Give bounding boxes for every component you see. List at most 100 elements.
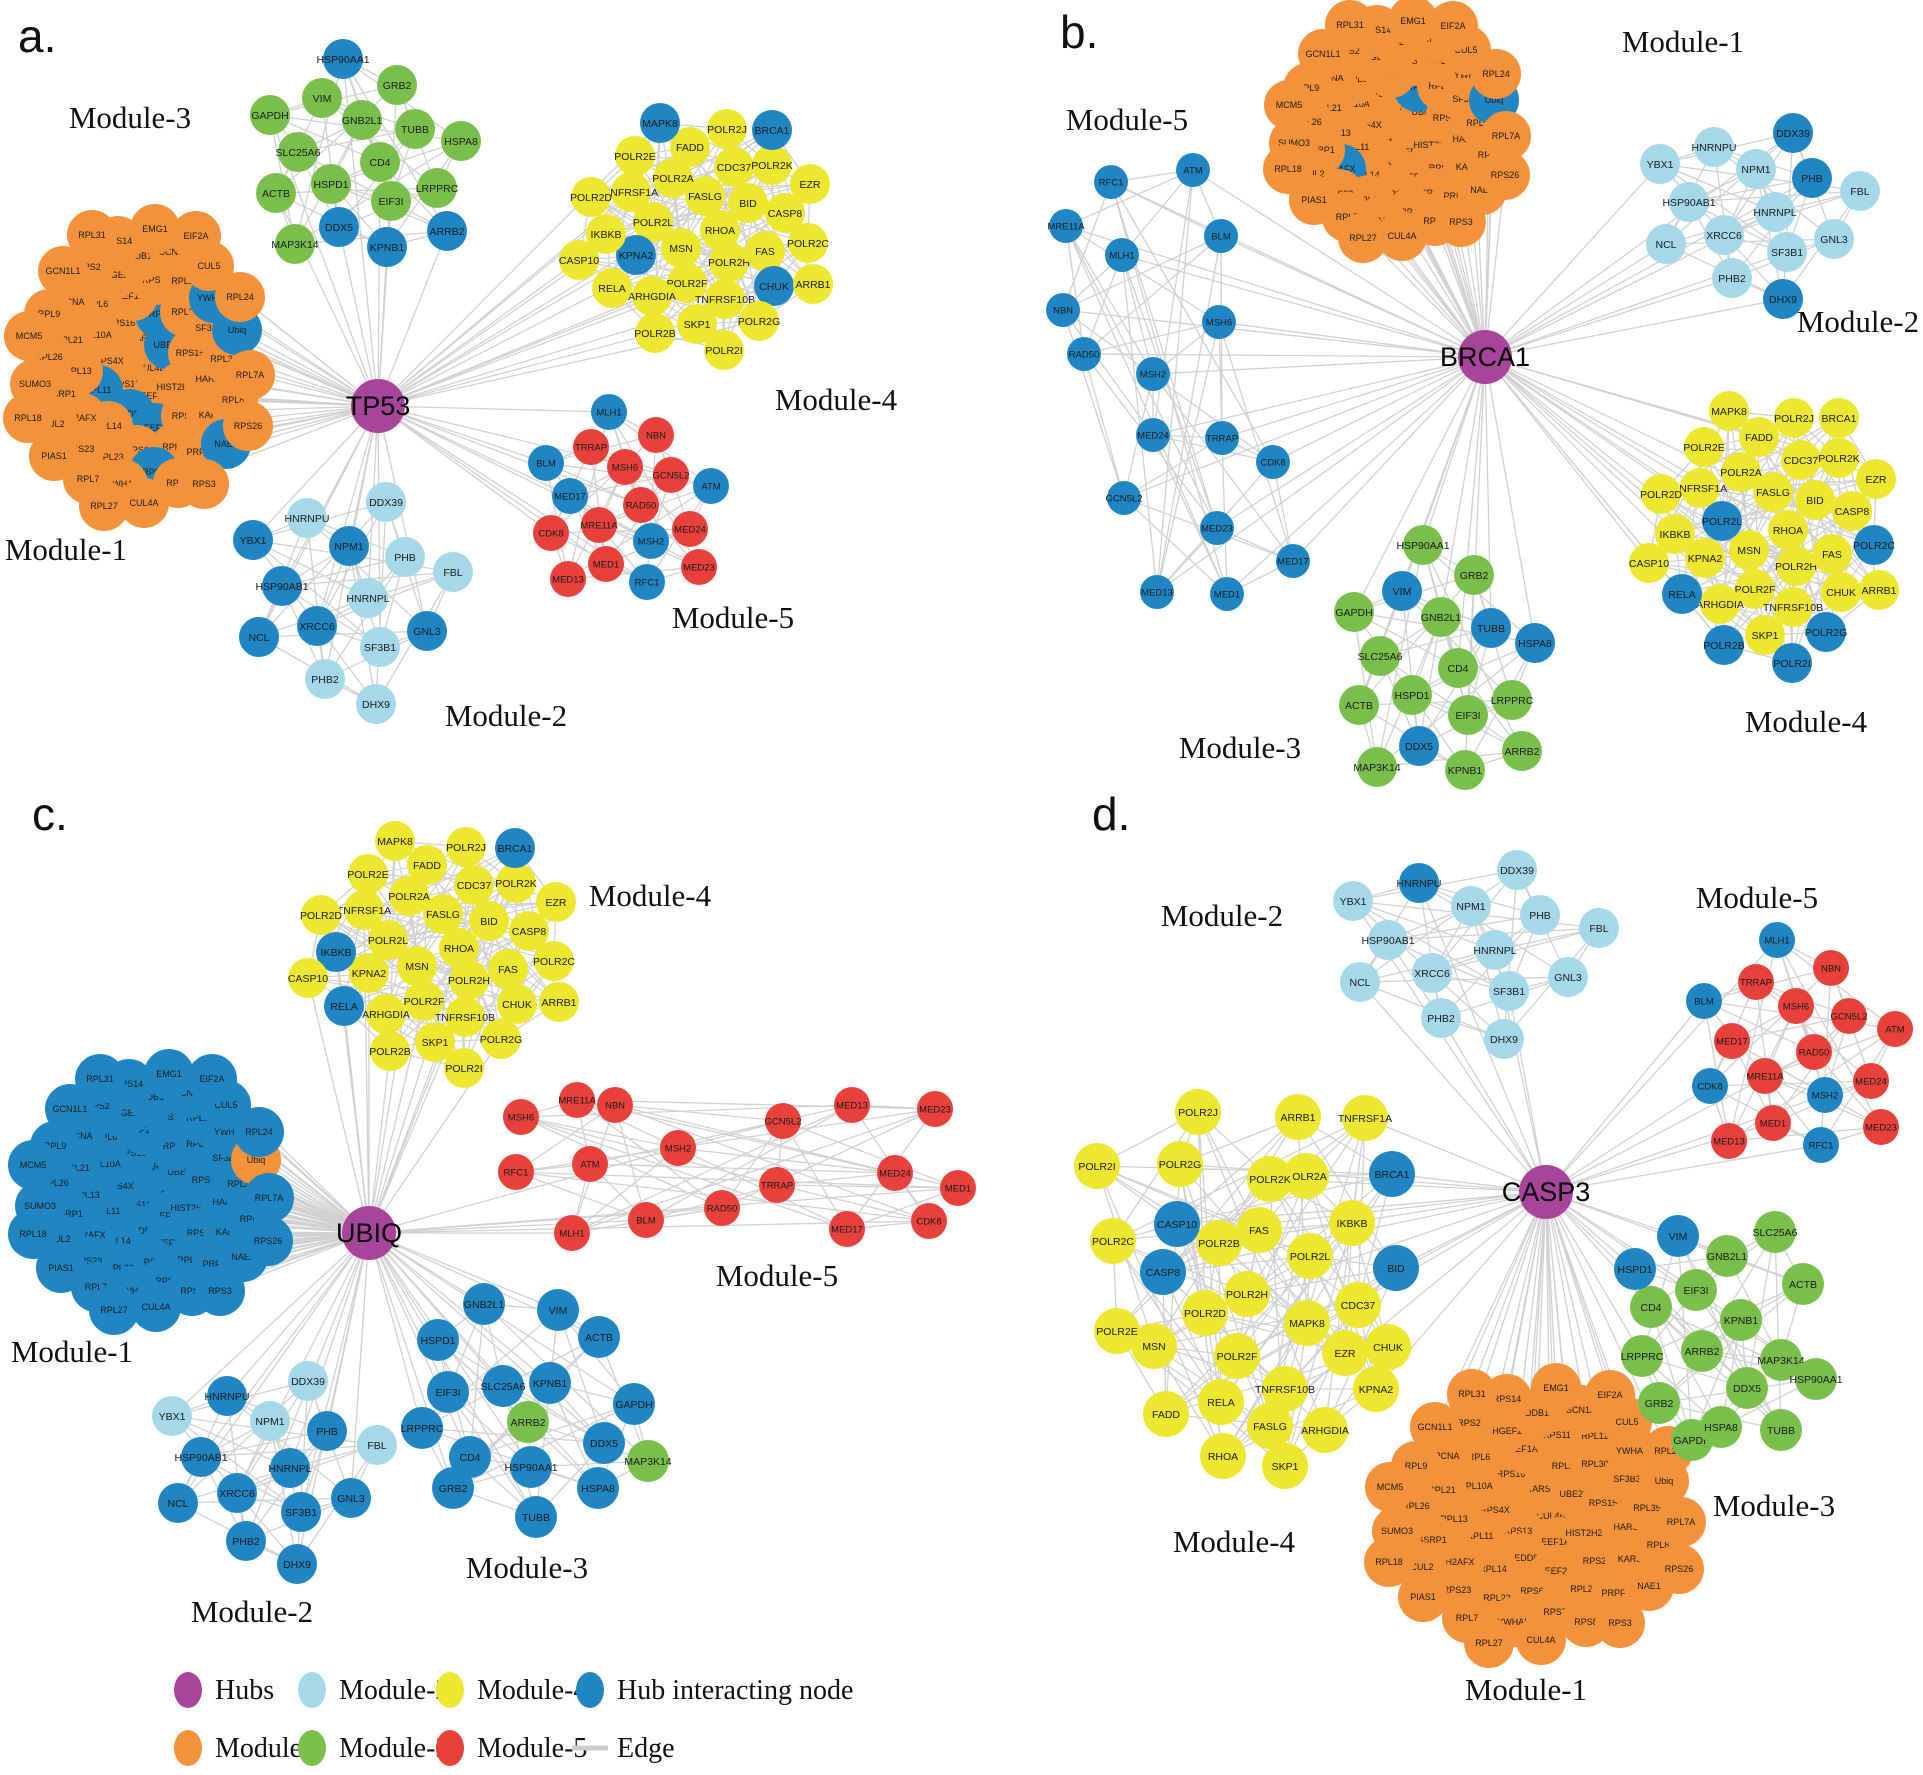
module-node-circle[interactable] bbox=[1481, 111, 1531, 161]
node-CASP10[interactable]: CASP10 bbox=[1154, 1201, 1200, 1247]
hub-interacting-node-circle[interactable] bbox=[1067, 337, 1101, 371]
node-XRCC6[interactable]: XRCC6 bbox=[217, 1473, 257, 1513]
module-node-circle[interactable] bbox=[1365, 1324, 1411, 1370]
module-node-circle[interactable] bbox=[1720, 1299, 1762, 1341]
node-CDK8[interactable]: CDK8 bbox=[533, 515, 569, 551]
node-ARRB2[interactable]: ARRB2 bbox=[427, 211, 467, 251]
module-node-circle[interactable] bbox=[1760, 1339, 1802, 1381]
module-node-circle[interactable] bbox=[288, 958, 328, 998]
node-EMG1[interactable]: EMG1 bbox=[144, 1049, 194, 1099]
module-node-circle[interactable] bbox=[415, 1022, 455, 1062]
hub-interacting-node-circle[interactable] bbox=[482, 1365, 524, 1407]
hub-interacting-node-circle[interactable] bbox=[1399, 726, 1439, 766]
module-node-circle[interactable] bbox=[661, 228, 701, 268]
module-node-circle[interactable] bbox=[441, 121, 481, 161]
node-POLR2G[interactable]: POLR2G bbox=[480, 1019, 523, 1059]
module-node-circle[interactable] bbox=[877, 1155, 913, 1191]
hub-interacting-node-circle[interactable] bbox=[1256, 445, 1290, 479]
node-RPL7A[interactable]: RPL7A bbox=[225, 350, 275, 400]
node-POLR2B[interactable]: POLR2B bbox=[1703, 625, 1745, 665]
node-MED24[interactable]: MED24 bbox=[1853, 1063, 1889, 1099]
node-RPS26[interactable]: RPS26 bbox=[223, 401, 273, 451]
module-node-circle[interactable] bbox=[1585, 1370, 1635, 1420]
module-node-circle[interactable] bbox=[667, 263, 707, 303]
module-node-circle[interactable] bbox=[1831, 998, 1867, 1034]
module-node-circle[interactable] bbox=[130, 204, 180, 254]
module-node-circle[interactable] bbox=[4, 311, 54, 361]
hub-interacting-node-circle[interactable] bbox=[331, 1478, 371, 1518]
hub-circle[interactable] bbox=[351, 379, 405, 433]
hub-interacting-node-circle[interactable] bbox=[234, 1107, 284, 1157]
module-node-circle[interactable] bbox=[1368, 920, 1408, 960]
node-TUBB[interactable]: TUBB bbox=[395, 109, 435, 149]
node-POLR2C[interactable]: POLR2C bbox=[533, 941, 575, 981]
node-NCL[interactable]: NCL bbox=[1646, 224, 1686, 264]
hub-interacting-node-circle[interactable] bbox=[633, 523, 669, 559]
node-POLR2F[interactable]: POLR2F bbox=[404, 981, 445, 1021]
node-RPL18[interactable]: RPL18 bbox=[1263, 144, 1313, 194]
hub-interacting-node-circle[interactable] bbox=[616, 235, 656, 275]
module-node-circle[interactable] bbox=[417, 168, 457, 208]
node-MAPK8[interactable]: MAPK8 bbox=[375, 821, 415, 861]
hub-interacting-node-circle[interactable] bbox=[1471, 608, 1511, 648]
node-HSPD1[interactable]: HSPD1 bbox=[1392, 675, 1432, 715]
module-node-circle[interactable] bbox=[311, 164, 351, 204]
hub-interacting-node-circle[interactable] bbox=[754, 266, 794, 306]
node-MSN[interactable]: MSN bbox=[1131, 1323, 1177, 1369]
module-node-circle[interactable] bbox=[1795, 480, 1835, 520]
hub-interacting-node-circle[interactable] bbox=[1210, 577, 1244, 611]
hub-interacting-node-circle[interactable] bbox=[693, 468, 729, 504]
hub-interacting-node-circle[interactable] bbox=[1369, 1151, 1415, 1197]
node-GNL3[interactable]: GNL3 bbox=[407, 611, 447, 651]
node-ARHGDIA[interactable]: ARHGDIA bbox=[1696, 584, 1744, 624]
hub-interacting-node-circle[interactable] bbox=[277, 1544, 317, 1584]
module-node-circle[interactable] bbox=[1502, 731, 1542, 771]
node-MED1[interactable]: MED1 bbox=[940, 1170, 976, 1206]
node-KPNA2[interactable]: KPNA2 bbox=[1353, 1366, 1399, 1412]
module-node-circle[interactable] bbox=[1704, 215, 1744, 255]
hub-interacting-node-circle[interactable] bbox=[1807, 1077, 1843, 1113]
node-SLC25A6[interactable]: SLC25A6 bbox=[481, 1365, 526, 1407]
module-node-circle[interactable] bbox=[250, 1401, 290, 1441]
hub-interacting-node-circle[interactable] bbox=[36, 1243, 86, 1293]
module-node-circle[interactable] bbox=[1516, 1615, 1566, 1665]
module-node-circle[interactable] bbox=[788, 223, 828, 263]
module-node-circle[interactable] bbox=[1579, 908, 1619, 948]
module-node-circle[interactable] bbox=[672, 511, 708, 547]
node-MED13[interactable]: MED13 bbox=[1711, 1123, 1747, 1159]
module-node-circle[interactable] bbox=[404, 981, 444, 1021]
module-node-circle[interactable] bbox=[1364, 1537, 1414, 1587]
node-NCL[interactable]: NCL bbox=[1340, 962, 1380, 1002]
hub-interacting-node-circle[interactable] bbox=[281, 1492, 321, 1532]
module-node-circle[interactable] bbox=[677, 304, 717, 344]
node-EIF3I[interactable]: EIF3I bbox=[1675, 1269, 1717, 1311]
node-MLH1[interactable]: MLH1 bbox=[591, 394, 627, 430]
hub-interacting-node-circle[interactable] bbox=[144, 1049, 194, 1099]
module-node-circle[interactable] bbox=[1302, 1407, 1348, 1453]
node-DHX9[interactable]: DHX9 bbox=[356, 684, 396, 724]
hub-TP53[interactable]: TP53 bbox=[346, 379, 411, 433]
node-POLR2K[interactable]: POLR2K bbox=[1247, 1156, 1293, 1202]
module-node-circle[interactable] bbox=[1392, 675, 1432, 715]
node-GNB2L1[interactable]: GNB2L1 bbox=[342, 100, 382, 140]
module-node-circle[interactable] bbox=[1711, 1123, 1747, 1159]
node-YBX1[interactable]: YBX1 bbox=[233, 520, 273, 560]
module-node-circle[interactable] bbox=[1684, 427, 1724, 467]
module-node-circle[interactable] bbox=[357, 1425, 397, 1465]
node-EMG1[interactable]: EMG1 bbox=[130, 204, 180, 254]
node-MSN[interactable]: MSN bbox=[1729, 530, 1769, 570]
node-SF3B1[interactable]: SF3B1 bbox=[360, 627, 400, 667]
module-node-circle[interactable] bbox=[377, 65, 417, 105]
module-node-circle[interactable] bbox=[709, 242, 749, 282]
module-node-circle[interactable] bbox=[250, 95, 290, 135]
node-TNFRSF1A[interactable]: TNFRSF1A bbox=[1338, 1095, 1392, 1141]
hub-interacting-node-circle[interactable] bbox=[262, 566, 302, 606]
node-BRCA1[interactable]: BRCA1 bbox=[1369, 1151, 1415, 1197]
node-MCM5[interactable]: MCM5 bbox=[4, 311, 54, 361]
module-node-circle[interactable] bbox=[940, 1170, 976, 1206]
module-node-circle[interactable] bbox=[1322, 1330, 1368, 1376]
node-PHB[interactable]: PHB bbox=[1792, 158, 1832, 198]
node-HSP90AA1[interactable]: HSP90AA1 bbox=[1789, 1358, 1843, 1400]
hub-interacting-node-circle[interactable] bbox=[1515, 623, 1555, 663]
node-CHUK[interactable]: CHUK bbox=[1821, 572, 1861, 612]
